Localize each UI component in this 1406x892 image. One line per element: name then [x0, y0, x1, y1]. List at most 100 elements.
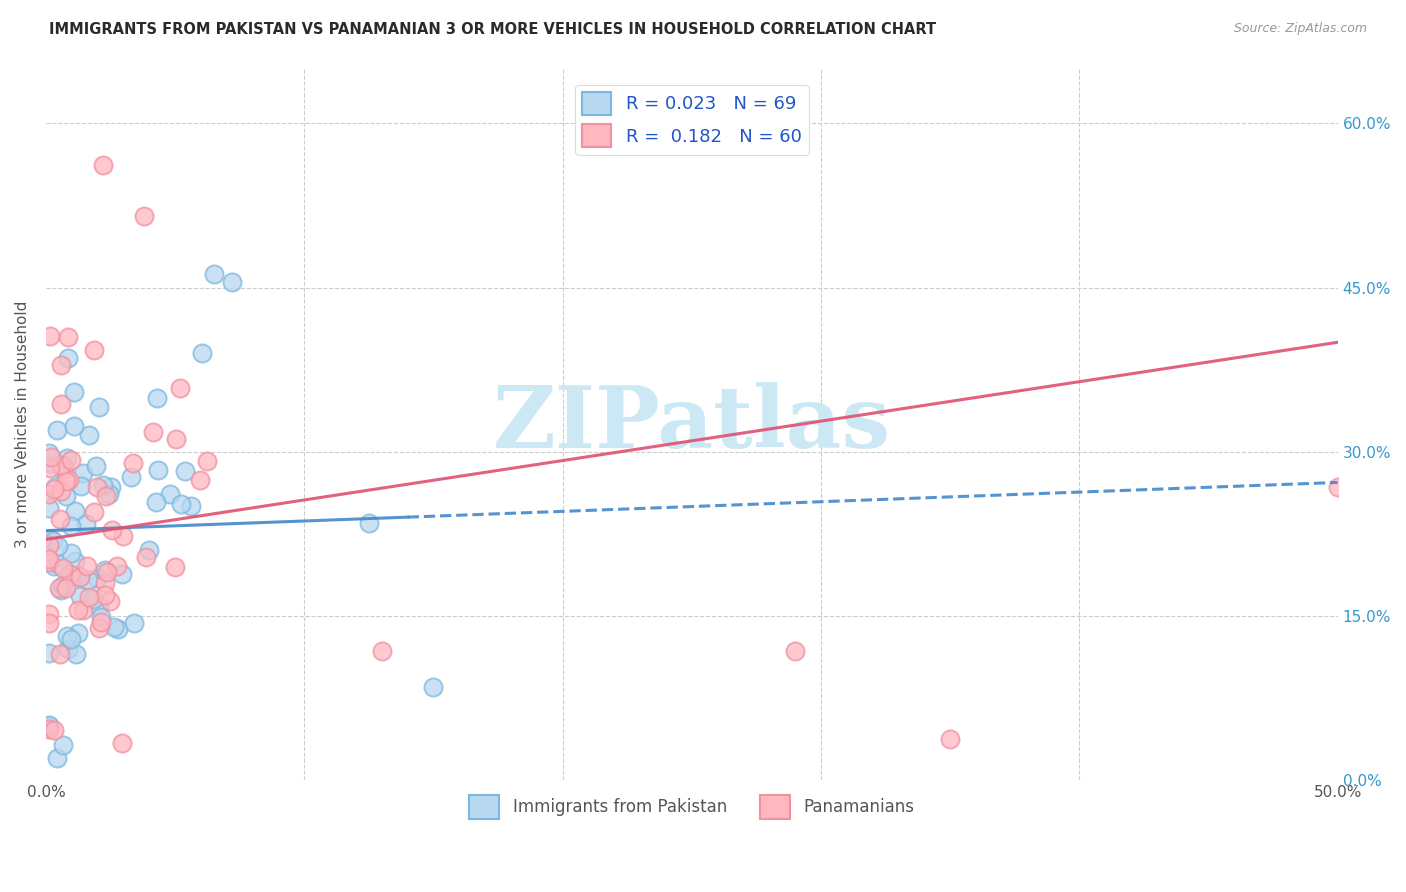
Point [69, 478, 91, 492]
Point [48, 581, 70, 595]
Point [111, 566, 134, 581]
Point [42, 723, 65, 737]
Point [87, 599, 110, 613]
Point [89, 400, 111, 414]
Point [146, 463, 169, 477]
Point [59, 632, 82, 646]
Point [56, 629, 79, 643]
Text: IMMIGRANTS FROM PAKISTAN VS PANAMANIAN 3 OR MORE VEHICLES IN HOUSEHOLD CORRELATI: IMMIGRANTS FROM PAKISTAN VS PANAMANIAN 3… [49, 22, 936, 37]
Point [44, 480, 66, 494]
Point [58, 641, 80, 656]
Point [77, 428, 100, 442]
Point [100, 480, 122, 494]
Point [138, 542, 160, 557]
Point [83, 505, 105, 519]
Point [55, 489, 77, 503]
Point [65, 647, 87, 661]
Point [180, 499, 202, 513]
Point [69, 570, 91, 584]
Point [69, 589, 91, 603]
Point [65, 504, 87, 518]
Point [52, 738, 75, 752]
Point [97, 487, 120, 501]
Point [122, 615, 145, 630]
Point [69, 570, 91, 584]
Point [60, 569, 83, 583]
Point [105, 558, 128, 573]
Point [41, 533, 63, 548]
Point [46, 557, 69, 571]
Point [38, 718, 60, 732]
Point [63, 554, 86, 568]
Point [79, 590, 101, 604]
Point [146, 391, 169, 405]
Point [91, 158, 114, 172]
Point [38, 446, 60, 460]
Point [59, 546, 82, 560]
Point [56, 330, 79, 344]
Point [42, 558, 65, 573]
Point [202, 268, 225, 282]
Point [107, 622, 129, 636]
Point [52, 578, 75, 592]
Point [159, 487, 181, 501]
Point [66, 603, 89, 617]
Point [59, 566, 82, 581]
Point [1326, 480, 1348, 494]
Point [83, 343, 105, 357]
Point [56, 351, 79, 365]
Point [41, 450, 63, 464]
Point [38, 538, 60, 552]
Point [98, 593, 121, 607]
Point [76, 573, 98, 587]
Point [39, 533, 62, 547]
Point [55, 474, 77, 488]
Point [38, 555, 60, 569]
Point [52, 561, 75, 575]
Point [49, 358, 72, 372]
Point [121, 456, 143, 470]
Point [51, 462, 73, 476]
Point [188, 474, 211, 488]
Point [96, 566, 118, 580]
Point [49, 458, 72, 473]
Point [221, 275, 243, 289]
Point [39, 456, 62, 470]
Point [371, 644, 394, 658]
Point [135, 549, 157, 564]
Point [103, 620, 125, 634]
Point [94, 563, 117, 577]
Point [63, 384, 86, 399]
Point [72, 603, 94, 617]
Point [111, 736, 134, 750]
Legend: Immigrants from Pakistan, Panamanians: Immigrants from Pakistan, Panamanians [463, 789, 921, 825]
Point [94, 575, 117, 590]
Point [94, 588, 117, 602]
Point [87, 621, 110, 635]
Point [165, 432, 187, 446]
Point [112, 529, 135, 543]
Point [38, 722, 60, 736]
Point [66, 568, 89, 582]
Point [67, 626, 90, 640]
Point [195, 454, 218, 468]
Point [120, 469, 142, 483]
Point [38, 552, 60, 566]
Point [49, 647, 72, 661]
Point [75, 516, 97, 531]
Point [53, 459, 76, 474]
Point [145, 495, 167, 509]
Point [90, 615, 112, 630]
Y-axis label: 3 or more Vehicles in Household: 3 or more Vehicles in Household [15, 301, 30, 548]
Point [51, 397, 73, 411]
Point [94, 489, 117, 503]
Point [48, 539, 70, 553]
Point [422, 680, 444, 694]
Point [785, 644, 807, 658]
Point [76, 559, 98, 574]
Point [38, 646, 60, 660]
Text: ZIPatlas: ZIPatlas [494, 383, 891, 467]
Point [38, 616, 60, 631]
Point [39, 329, 62, 343]
Point [72, 466, 94, 480]
